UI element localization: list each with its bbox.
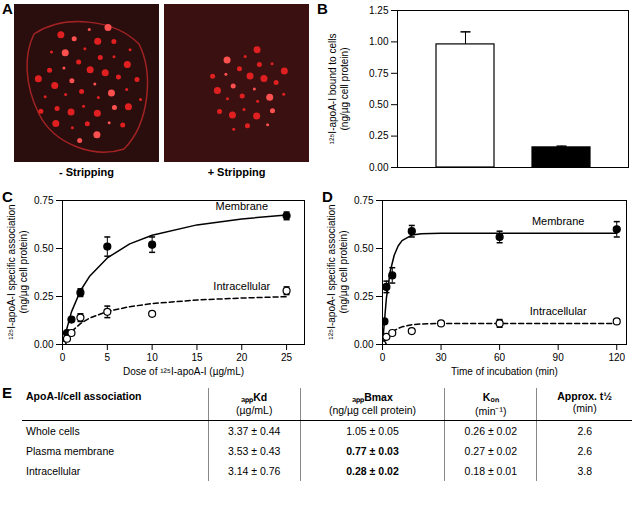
svg-text:Time of incubation (min): Time of incubation (min) [451, 366, 558, 377]
svg-text:0.75: 0.75 [34, 195, 54, 206]
svg-text:0.75: 0.75 [369, 68, 389, 79]
html-text:0.28 ± 0.02: 0.28 ± 0.02 [346, 465, 399, 477]
html-text:0.77 ± 0.03: 0.77 ± 0.03 [346, 445, 399, 457]
html-text:3.14 ± 0.76: 3.14 ± 0.76 [228, 465, 281, 477]
html-text:(min⁻¹): (min⁻¹) [475, 405, 507, 417]
html-text:+ Stripping: + Stripping [207, 166, 266, 178]
svg-text:Intracellular: Intracellular [530, 305, 587, 317]
svg-text:0.25: 0.25 [369, 130, 389, 141]
html-text:ApoA-I/cell association: ApoA-I/cell association [26, 390, 142, 402]
svg-text:Intracellular: Intracellular [213, 280, 270, 292]
html-text:(ng/µg cell protein): (ng/µg cell protein) [338, 230, 349, 314]
svg-text:Dose of ¹²⁵I-apoA-I (µg/mL): Dose of ¹²⁵I-apoA-I (µg/mL) [123, 366, 244, 377]
svg-text:30: 30 [435, 352, 447, 363]
html-text:B: B [317, 0, 328, 17]
html-text:D: D [322, 188, 333, 205]
svg-text:Membrane: Membrane [532, 215, 585, 227]
html-text:(ng/µg cell protein): (ng/µg cell protein) [339, 47, 350, 130]
html-text:1.05 ± 0.05: 1.05 ± 0.05 [346, 425, 399, 437]
html-text:0.27 ± 0.02: 0.27 ± 0.02 [464, 445, 517, 457]
svg-text:Membrane: Membrane [215, 200, 268, 212]
svg-text:0.00: 0.00 [354, 339, 374, 350]
html-text:Kₒₙ: Kₒₙ [482, 391, 499, 403]
html-text:¹²⁵I-apoA-I specific associati: ¹²⁵I-apoA-I specific association [6, 204, 17, 340]
svg-text:0.00: 0.00 [369, 162, 389, 173]
html-text:C: C [2, 188, 13, 205]
svg-text:120: 120 [608, 352, 625, 363]
html-text:Intracellular: Intracellular [26, 465, 81, 477]
html-text:2.6: 2.6 [577, 425, 592, 437]
html-text:3.8: 3.8 [577, 465, 592, 477]
html-text:ₐₚₚKd: ₐₚₚKd [241, 391, 268, 403]
svg-text:90: 90 [553, 352, 565, 363]
svg-text:25: 25 [281, 352, 293, 363]
svg-text:15: 15 [191, 352, 203, 363]
html-text:3.37 ± 0.44: 3.37 ± 0.44 [228, 425, 281, 437]
svg-text:0.25: 0.25 [34, 291, 54, 302]
svg-text:0: 0 [380, 352, 386, 363]
html-text:E: E [2, 384, 12, 401]
html-text:(µg/mL): (µg/mL) [236, 404, 273, 416]
html-text:Plasma membrane: Plasma membrane [26, 445, 115, 457]
html-text:(min): (min) [572, 402, 597, 414]
svg-text:60: 60 [494, 352, 506, 363]
svg-text:0.50: 0.50 [354, 243, 374, 254]
html-text:ₐₚₚBmax: ₐₚₚBmax [352, 391, 393, 403]
html-text:(ng/µg cell protein): (ng/µg cell protein) [328, 404, 417, 416]
svg-text:0.75: 0.75 [354, 195, 374, 206]
svg-text:5: 5 [105, 352, 111, 363]
svg-text:0.50: 0.50 [34, 243, 54, 254]
html-text:3.53 ± 0.43: 3.53 ± 0.43 [228, 445, 281, 457]
svg-text:1.00: 1.00 [369, 36, 389, 47]
svg-text:20: 20 [236, 352, 248, 363]
html-text:0.18 ± 0.01: 0.18 ± 0.01 [464, 465, 517, 477]
html-text:Approx. t½: Approx. t½ [557, 390, 613, 402]
html-text:¹²⁵I-apoA-I bound to cells: ¹²⁵I-apoA-I bound to cells [327, 33, 338, 144]
svg-text:0.00: 0.00 [34, 339, 54, 350]
html-text:A: A [2, 0, 13, 17]
html-text:¹²⁵I-apoA-I specific associati: ¹²⁵I-apoA-I specific association [326, 204, 337, 340]
svg-text:0: 0 [60, 352, 66, 363]
svg-text:0.25: 0.25 [354, 291, 374, 302]
html-text:2.6: 2.6 [577, 445, 592, 457]
svg-text:0.50: 0.50 [369, 99, 389, 110]
svg-text:10: 10 [147, 352, 159, 363]
svg-text:1.25: 1.25 [369, 5, 389, 16]
html-text:0.26 ± 0.02: 0.26 ± 0.02 [464, 425, 517, 437]
html-text:(ng/µg cell protein): (ng/µg cell protein) [18, 230, 29, 314]
html-text:Whole cells: Whole cells [26, 425, 80, 437]
html-text:- Stripping: - Stripping [59, 166, 114, 178]
